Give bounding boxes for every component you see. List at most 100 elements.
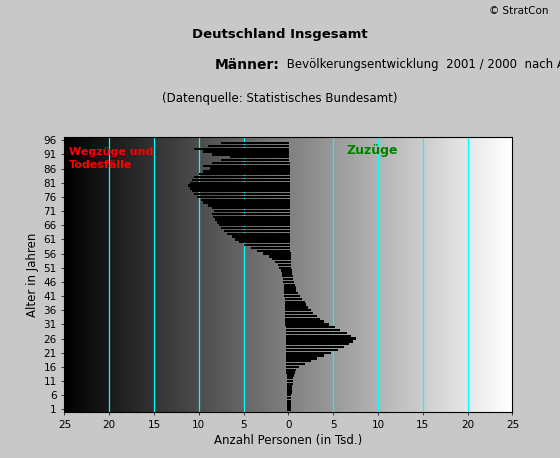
Bar <box>286 343 288 345</box>
Bar <box>199 173 288 175</box>
Bar <box>263 252 288 255</box>
Bar <box>288 252 291 255</box>
Bar <box>288 258 291 261</box>
Bar <box>284 292 288 294</box>
Bar <box>284 286 288 289</box>
Text: Zuzüge: Zuzüge <box>347 144 398 158</box>
Bar <box>288 369 296 371</box>
Bar <box>288 298 302 300</box>
Bar <box>288 145 290 147</box>
Bar <box>282 272 288 275</box>
Bar <box>288 377 293 379</box>
Bar <box>287 374 288 376</box>
Bar <box>286 360 288 362</box>
Bar <box>288 227 290 229</box>
X-axis label: Anzahl Personen (in Tsd.): Anzahl Personen (in Tsd.) <box>214 434 362 447</box>
Bar <box>288 365 299 368</box>
Bar <box>286 332 288 334</box>
Bar <box>287 403 288 405</box>
Bar <box>288 289 296 292</box>
Bar <box>284 284 288 286</box>
Text: Männer:: Männer: <box>215 58 280 72</box>
Bar <box>218 224 288 226</box>
Bar <box>288 233 290 235</box>
Bar <box>288 241 290 243</box>
Bar <box>288 198 290 201</box>
Bar <box>285 323 288 326</box>
Bar <box>288 400 291 402</box>
Bar <box>288 238 290 240</box>
Bar <box>287 397 288 399</box>
Bar <box>288 320 324 323</box>
Bar <box>288 388 292 391</box>
Bar <box>286 363 288 365</box>
Bar <box>288 332 347 334</box>
Bar <box>288 340 353 343</box>
Bar <box>288 235 290 238</box>
Bar <box>282 275 288 278</box>
Bar <box>288 281 294 283</box>
Bar <box>285 317 288 320</box>
Bar <box>286 369 288 371</box>
Bar <box>287 388 288 391</box>
Bar <box>215 218 288 221</box>
Bar <box>284 289 288 292</box>
Bar <box>213 216 288 218</box>
Bar <box>217 221 288 224</box>
Bar <box>288 284 295 286</box>
Bar <box>288 278 293 280</box>
Bar <box>287 405 288 408</box>
Bar <box>286 329 288 331</box>
Bar <box>288 371 295 374</box>
Bar <box>285 303 288 306</box>
Bar <box>285 309 288 311</box>
Bar <box>285 315 288 317</box>
Bar <box>285 300 288 303</box>
Bar <box>288 338 356 340</box>
Text: © StratCon: © StratCon <box>489 6 549 16</box>
Bar <box>288 216 290 218</box>
Bar <box>288 306 308 309</box>
Text: (Datenquelle: Statistisches Bundesamt): (Datenquelle: Statistisches Bundesamt) <box>162 93 398 105</box>
Bar <box>288 383 293 385</box>
Bar <box>288 286 296 289</box>
Bar <box>288 269 292 272</box>
Bar <box>203 164 288 167</box>
Bar <box>190 181 288 184</box>
Bar <box>288 173 290 175</box>
Bar <box>288 213 290 215</box>
Text: Bevölkerungsentwicklung  2001 / 2000  nach Altersjahren (1-95): Bevölkerungsentwicklung 2001 / 2000 nach… <box>283 58 560 71</box>
Bar <box>288 264 291 266</box>
Bar <box>288 224 290 226</box>
Bar <box>285 306 288 309</box>
Bar <box>288 244 290 246</box>
Bar <box>251 247 288 249</box>
Bar <box>194 193 288 195</box>
Bar <box>288 156 290 158</box>
Bar <box>288 170 290 173</box>
Bar <box>288 354 324 357</box>
Bar <box>288 261 291 263</box>
Bar <box>286 365 288 368</box>
Bar <box>288 185 290 187</box>
Bar <box>203 150 288 153</box>
Bar <box>208 204 288 207</box>
Bar <box>288 329 340 331</box>
Bar <box>209 167 288 170</box>
Bar <box>288 300 305 303</box>
Bar <box>288 346 344 348</box>
Bar <box>286 326 288 328</box>
Bar <box>287 408 288 410</box>
Bar <box>288 176 290 178</box>
Bar <box>286 371 288 374</box>
Bar <box>288 357 317 360</box>
Bar <box>200 198 288 201</box>
Bar <box>288 394 291 397</box>
Bar <box>288 295 300 297</box>
Bar <box>288 380 293 382</box>
Bar <box>285 298 288 300</box>
Bar <box>287 377 288 379</box>
Bar <box>221 142 288 144</box>
Bar <box>284 295 288 297</box>
Bar <box>278 264 288 266</box>
